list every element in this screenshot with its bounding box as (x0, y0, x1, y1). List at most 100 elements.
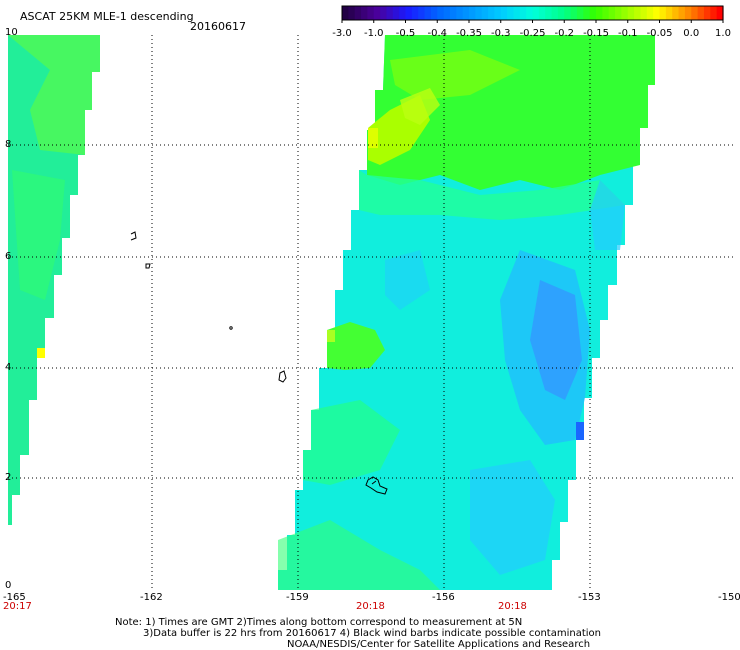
colorbar-swatch (538, 6, 546, 20)
colorbar-swatch (500, 6, 508, 20)
left-swath (8, 35, 100, 525)
colorbar-swatch (640, 6, 648, 20)
footnote-line-2: 3)Data buffer is 22 hrs from 20160617 4)… (143, 628, 601, 639)
colorbar-swatch (697, 6, 705, 20)
time-label-1: 20:17 (3, 601, 32, 612)
island-outlines (130, 231, 388, 495)
colorbar-swatch (621, 6, 629, 20)
y-tick-2: 2 (5, 472, 12, 483)
colorbar-swatch (494, 6, 502, 20)
colorbar-swatch (710, 6, 718, 20)
colorbar-label: 0.0 (683, 28, 700, 39)
colorbar-swatch (583, 6, 591, 20)
colorbar-swatch (691, 6, 699, 20)
colorbar-swatch (513, 6, 521, 20)
colorbar-label: -0.5 (395, 28, 416, 39)
colorbar-swatch (596, 6, 603, 20)
colorbar-swatch (354, 6, 362, 20)
colorbar-swatch (469, 6, 476, 20)
x-tick-159: -159 (286, 592, 309, 603)
colorbar-swatch (659, 6, 667, 20)
colorbar-swatch (557, 6, 565, 20)
colorbar-swatch (392, 6, 400, 20)
colorbar-swatch (627, 6, 635, 20)
colorbar-swatch (399, 6, 407, 20)
main-swath (278, 35, 655, 590)
colorbar-swatch (367, 6, 375, 20)
colorbar-swatch (348, 6, 356, 20)
x-tick-165: -165 (3, 592, 26, 603)
colorbar-swatch (532, 6, 540, 20)
colorbar-label: -0.35 (456, 28, 482, 39)
colorbar-label: -1.0 (363, 28, 384, 39)
colorbar-swatch (456, 6, 464, 20)
colorbar-swatch (576, 6, 584, 20)
colorbar-swatch (380, 6, 388, 20)
colorbar-swatch (481, 6, 489, 20)
grid-lines (8, 35, 735, 590)
colorbar-swatch (678, 6, 686, 20)
y-tick-10: 10 (5, 27, 18, 38)
chart-date: 20160617 (190, 20, 246, 33)
colorbar-label: -3.0 (332, 28, 352, 39)
colorbar-label: -0.1 (617, 28, 638, 39)
colorbar-swatch (430, 6, 438, 20)
colorbar-swatch (672, 6, 680, 20)
x-tick-156: -156 (432, 592, 455, 603)
colorbar-swatch (570, 6, 578, 20)
x-tick-150: -150 (718, 592, 740, 603)
footnote-line-3: NOAA/NESDIS/Center for Satellite Applica… (287, 639, 591, 650)
colorbar-swatch (405, 6, 413, 20)
colorbar-swatch (545, 6, 553, 20)
colorbar-swatch (507, 6, 515, 20)
footnote: Note: 1) Times are GMT 2)Times along bot… (115, 617, 601, 650)
colorbar-label: -0.05 (646, 28, 673, 39)
colorbar-swatch (437, 6, 445, 20)
colorbar-swatch (443, 6, 451, 20)
colorbar-label: -0.25 (519, 28, 546, 39)
colorbar-swatch (475, 6, 483, 20)
chart-title: ASCAT 25KM MLE-1 descending (20, 10, 194, 23)
y-tick-8: 8 (5, 139, 12, 150)
colorbar-swatch (488, 6, 495, 20)
y-tick-6: 6 (5, 251, 12, 262)
colorbar (341, 5, 724, 23)
colorbar-label: -0.15 (583, 28, 609, 39)
colorbar-swatch (342, 6, 349, 20)
x-tick-153: -153 (578, 592, 601, 603)
colorbar-swatch (608, 6, 616, 20)
colorbar-swatch (684, 6, 692, 20)
colorbar-label: 1.0 (715, 28, 731, 39)
colorbar-swatch (716, 6, 724, 20)
time-label-2: 20:18 (356, 601, 385, 612)
colorbar-swatch (424, 6, 432, 20)
colorbar-swatch (634, 6, 642, 20)
colorbar-swatch (602, 6, 610, 20)
y-tick-4: 4 (5, 362, 12, 373)
colorbar-label: -0.3 (490, 28, 511, 39)
colorbar-swatch (386, 6, 394, 20)
colorbar-swatch (665, 6, 673, 20)
colorbar-swatch (526, 6, 534, 20)
x-tick-162: -162 (140, 592, 163, 603)
colorbar-swatch (564, 6, 572, 20)
colorbar-swatch (462, 6, 470, 20)
colorbar-label: -0.4 (427, 28, 448, 39)
colorbar-swatch (373, 6, 381, 20)
colorbar-swatch (411, 6, 419, 20)
colorbar-swatch (449, 6, 457, 20)
colorbar-swatch (589, 6, 597, 20)
y-tick-0: 0 (5, 580, 12, 591)
colorbar-swatch (551, 6, 559, 20)
time-label-3: 20:18 (498, 601, 527, 612)
colorbar-swatch (361, 6, 368, 20)
colorbar-swatch (418, 6, 426, 20)
colorbar-swatch (646, 6, 654, 20)
colorbar-swatch (653, 6, 661, 20)
footnote-line-1: Note: 1) Times are GMT 2)Times along bot… (115, 617, 523, 628)
colorbar-swatch (519, 6, 527, 20)
colorbar-label: -0.2 (554, 28, 575, 39)
colorbar-swatch (615, 6, 622, 20)
colorbar-swatch (703, 6, 711, 20)
